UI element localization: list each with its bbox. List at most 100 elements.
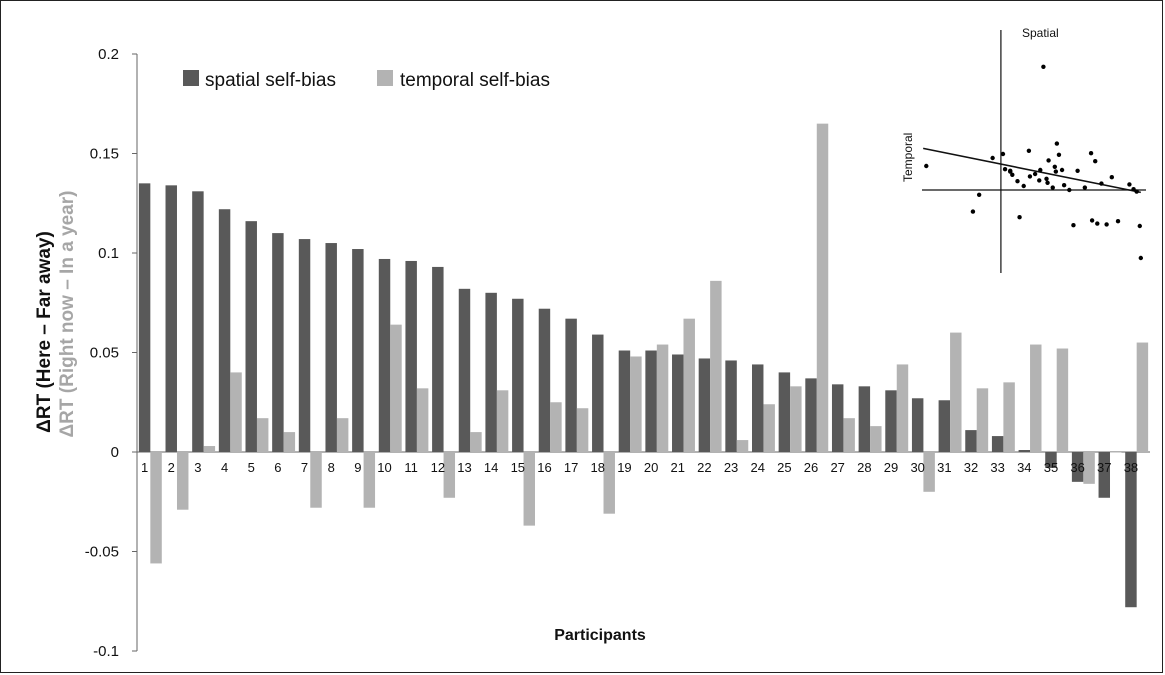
- spatial-bar-31: [938, 400, 951, 452]
- inset-point: [1127, 182, 1132, 187]
- inset-point: [1021, 183, 1026, 189]
- temporal-bar-22: [710, 280, 722, 452]
- y-tick-label: 0.05: [90, 345, 119, 362]
- temporal-bar-34: [1030, 344, 1042, 452]
- inset-point: [1095, 221, 1100, 226]
- x-category-label: 27: [830, 460, 844, 475]
- spatial-bar-25: [778, 372, 791, 452]
- inset-point: [1075, 168, 1080, 173]
- inset-point: [1008, 168, 1013, 173]
- inset-point: [1038, 167, 1043, 173]
- inset-point: [1056, 152, 1062, 157]
- y-axis-title-primary: ΔRT (Here – Far away): [34, 231, 55, 433]
- spatial-bar-1: [138, 183, 151, 452]
- inset-point: [1061, 183, 1067, 188]
- axes: 0.2 0.15 0.1 0.05 0 -0.05 -0.1: [85, 46, 1150, 660]
- x-category-label: 23: [724, 460, 738, 475]
- y-tick-label: 0.2: [98, 46, 119, 63]
- x-category-label: 18: [591, 460, 605, 475]
- inset-point: [990, 155, 995, 161]
- temporal-bar-9: [363, 452, 376, 508]
- temporal-bar-8: [336, 418, 349, 452]
- inset-point: [1131, 187, 1136, 192]
- x-category-label: 5: [248, 460, 255, 475]
- x-category-label: 20: [644, 460, 658, 475]
- temporal-bar-36: [1083, 452, 1095, 484]
- inset-point: [1093, 159, 1098, 164]
- bars: [138, 123, 1149, 608]
- y-tick-label: -0.05: [85, 544, 119, 561]
- x-category-label: 28: [857, 460, 871, 475]
- temporal-bar-25: [790, 386, 802, 452]
- temporal-bar-38: [1136, 342, 1149, 452]
- temporal-bar-4: [230, 372, 242, 452]
- inset-point: [1088, 151, 1094, 156]
- x-category-label: 22: [697, 460, 711, 475]
- temporal-bar-24: [763, 404, 775, 452]
- temporal-bar-23: [736, 440, 749, 452]
- x-category-label: 30: [910, 460, 924, 475]
- temporal-bar-33: [1003, 382, 1015, 452]
- inset-point: [1138, 255, 1144, 261]
- x-category-label: 16: [537, 460, 551, 475]
- legend-label-spatial: spatial self-bias: [205, 70, 336, 91]
- temporal-bar-37: [1110, 452, 1122, 453]
- x-category-label: 13: [457, 460, 471, 475]
- spatial-bar-17: [565, 318, 577, 452]
- inset-point: [1050, 185, 1055, 190]
- legend: spatial self-bias temporal self-bias: [183, 70, 550, 91]
- inset-point: [1052, 164, 1058, 169]
- spatial-bar-38: [1125, 452, 1137, 608]
- temporal-bar-32: [976, 388, 989, 452]
- temporal-bar-20: [656, 344, 669, 452]
- inset-point: [1010, 172, 1015, 177]
- spatial-bar-37: [1098, 452, 1111, 498]
- legend-swatch-temporal: [377, 70, 393, 86]
- spatial-bar-18: [592, 334, 604, 452]
- x-category-label: 7: [301, 460, 308, 475]
- x-axis-title: Participants: [554, 627, 646, 644]
- temporal-bar-29: [896, 364, 909, 452]
- temporal-bar-5: [256, 418, 269, 452]
- inset-point: [1000, 151, 1006, 157]
- spatial-bar-33: [991, 436, 1004, 452]
- temporal-bar-13: [470, 432, 482, 452]
- spatial-bar-26: [805, 378, 817, 452]
- legend-swatch-spatial: [183, 70, 199, 86]
- temporal-bar-14: [496, 390, 509, 452]
- spatial-bar-34: [1018, 450, 1031, 452]
- temporal-bar-15: [523, 452, 535, 526]
- spatial-bar-9: [352, 249, 364, 452]
- y-tick-label: 0: [111, 444, 119, 461]
- spatial-bar-8: [325, 243, 337, 452]
- temporal-bar-3: [203, 446, 216, 452]
- x-category-label: 21: [671, 460, 685, 475]
- spatial-bar-10: [378, 258, 391, 452]
- spatial-bar-32: [965, 430, 977, 452]
- temporal-bar-27: [843, 418, 855, 452]
- inset-point: [976, 192, 982, 197]
- inset-trend-line: [923, 147, 1141, 194]
- x-category-label: 2: [168, 460, 175, 475]
- x-category-label: 1: [141, 460, 148, 475]
- inset-point: [1045, 180, 1050, 185]
- inset-point: [1089, 218, 1095, 223]
- spatial-bar-15: [512, 298, 524, 452]
- temporal-bar-19: [630, 356, 642, 452]
- inset-point: [1046, 158, 1051, 163]
- spatial-bar-7: [298, 239, 311, 452]
- spatial-bar-19: [618, 350, 631, 452]
- y-tick-label: 0.15: [90, 146, 119, 163]
- inset-x-label: Temporal: [901, 133, 915, 182]
- inset-y-label: Spatial: [1022, 26, 1059, 40]
- spatial-bar-20: [645, 350, 657, 452]
- spatial-bar-2: [165, 185, 177, 452]
- spatial-bar-11: [405, 260, 417, 452]
- spatial-bar-28: [858, 386, 871, 452]
- x-category-label: 6: [274, 460, 281, 475]
- x-category-label: 10: [377, 460, 391, 475]
- temporal-bar-11: [416, 388, 429, 452]
- temporal-bar-7: [310, 452, 322, 508]
